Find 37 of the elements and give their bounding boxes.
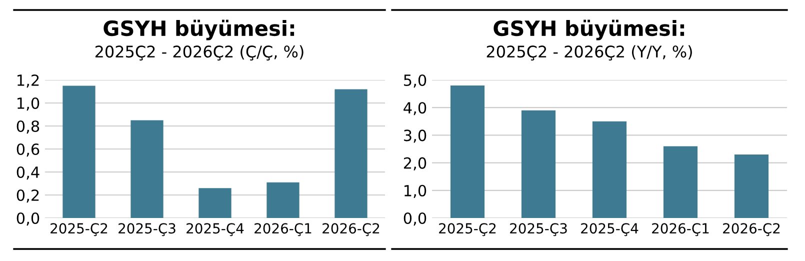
chart-title: GSYH büyümesi: bbox=[104, 20, 294, 40]
x-tick-label: 2025-Ç4 bbox=[581, 223, 638, 236]
x-tick-label: 2025-Ç3 bbox=[118, 223, 176, 236]
bar bbox=[521, 110, 556, 218]
y-tick-label: 1,0 bbox=[404, 184, 426, 198]
bar bbox=[62, 86, 96, 218]
y-tick-label: 5,0 bbox=[404, 74, 426, 88]
bar bbox=[198, 188, 232, 218]
bar bbox=[130, 120, 164, 218]
y-tick-label: 0,8 bbox=[16, 120, 40, 134]
bar bbox=[734, 154, 769, 218]
y-tick-label: 2,0 bbox=[404, 157, 426, 170]
bar bbox=[334, 89, 368, 218]
x-tick-label: 2026-Ç2 bbox=[723, 223, 780, 236]
bar bbox=[592, 121, 627, 218]
x-tick-label: 2026-Ç1 bbox=[652, 223, 709, 236]
y-tick-label: 0,0 bbox=[16, 212, 40, 226]
y-tick-label: 0,2 bbox=[16, 189, 39, 203]
x-tick-label: 2026-Ç1 bbox=[254, 223, 312, 236]
y-tick-label: 1,0 bbox=[18, 97, 40, 111]
y-tick-label: 3,0 bbox=[404, 130, 426, 143]
x-tick-label: 2025-Ç4 bbox=[186, 223, 244, 236]
chart-subtitle: 2025Ç2 - 2026Ç2 (Ç/Ç, %) bbox=[95, 45, 304, 60]
x-tick-label: 2025-Ç3 bbox=[510, 223, 567, 236]
bar bbox=[450, 86, 485, 218]
y-tick-label: 1,2 bbox=[18, 74, 39, 88]
chart-title: GSYH büyümesi: bbox=[494, 20, 684, 40]
y-tick-label: 0,4 bbox=[16, 166, 40, 180]
x-tick-label: 2025-Ç2 bbox=[50, 223, 108, 236]
bar bbox=[663, 146, 698, 218]
chart-subtitle: 2025Ç2 - 2026Ç2 (Y/Y, %) bbox=[486, 45, 692, 60]
y-tick-label: 0,0 bbox=[404, 212, 426, 226]
y-tick-label: 4,0 bbox=[404, 102, 426, 116]
x-tick-label: 2025-Ç2 bbox=[439, 223, 496, 236]
y-tick-label: 0,6 bbox=[16, 143, 40, 157]
x-tick-label: 2026-Ç2 bbox=[322, 223, 380, 236]
bar bbox=[266, 182, 300, 218]
